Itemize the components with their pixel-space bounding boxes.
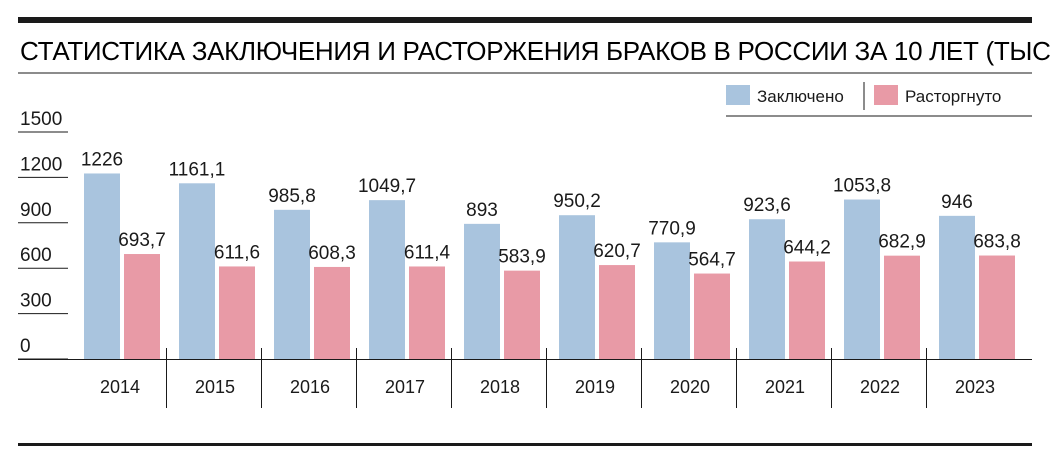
bar-divorced [599, 265, 635, 359]
x-tick-label: 2022 [860, 377, 900, 397]
x-tick-label: 2021 [765, 377, 805, 397]
bar-married [559, 215, 595, 359]
x-tick-label: 2014 [100, 377, 140, 397]
value-label-married: 923,6 [743, 195, 791, 216]
bar-married [939, 215, 975, 359]
y-tick-label: 1200 [20, 154, 62, 175]
value-label-married: 1161,1 [169, 159, 226, 180]
bar-married [844, 199, 880, 359]
value-labels: 1226 693,7 1161,1 611,6 985,8 608,3 1049,7 611,… [81, 149, 1021, 270]
bar-divorced [884, 255, 920, 359]
y-tick-label: 0 [20, 336, 31, 357]
value-label-married: 985,8 [268, 186, 316, 207]
bar-divorced [694, 273, 730, 359]
bar-married [654, 242, 690, 359]
y-tick-label: 600 [20, 245, 52, 266]
x-tick-label: 2019 [575, 377, 615, 397]
value-label-married: 1049,7 [358, 176, 416, 197]
legend-swatch-married [726, 85, 750, 105]
value-label-divorced: 611,6 [214, 242, 260, 263]
value-label-married: 946 [941, 192, 973, 213]
bar-divorced [504, 270, 540, 359]
value-label-divorced: 693,7 [118, 230, 166, 251]
value-label-married: 950,2 [553, 191, 601, 212]
value-label-divorced: 620,7 [593, 241, 641, 262]
value-label-divorced: 644,2 [783, 238, 831, 259]
bar-married [749, 219, 785, 359]
bottom-rule [18, 443, 1032, 446]
legend-label-married: Заключено [757, 87, 844, 106]
y-tick-label: 1500 [20, 109, 62, 130]
bars [84, 173, 1015, 359]
value-label-divorced: 683,8 [973, 232, 1021, 253]
y-tick-label: 900 [20, 200, 52, 221]
value-label-divorced: 583,9 [498, 247, 546, 268]
bar-married [274, 209, 310, 359]
value-label-divorced: 611,4 [404, 242, 451, 263]
bar-married [464, 223, 500, 359]
value-label-married: 1053,8 [833, 176, 891, 197]
value-label-divorced: 682,9 [878, 232, 926, 253]
x-tick-label: 2017 [385, 377, 425, 397]
x-tick-label: 2016 [290, 377, 330, 397]
bar-married [84, 173, 120, 359]
x-tick-label: 2023 [955, 377, 995, 397]
legend: Заключено Расторгнуто [726, 82, 1032, 117]
x-tick-label: 2020 [670, 377, 710, 397]
x-tick-label: 2018 [480, 377, 520, 397]
legend-swatch-divorced [874, 85, 898, 105]
top-rule [18, 17, 1032, 23]
bar-divorced [409, 266, 445, 359]
value-label-married: 893 [466, 200, 498, 221]
bar-divorced [789, 261, 825, 359]
value-label-divorced: 608,3 [308, 243, 356, 264]
bar-married [179, 183, 215, 359]
bar-divorced [124, 254, 160, 359]
bar-divorced [314, 266, 350, 359]
value-label-divorced: 564,7 [688, 250, 736, 271]
value-label-married: 770,9 [648, 218, 696, 239]
bar-married [369, 200, 405, 359]
bar-divorced [979, 255, 1015, 359]
value-label-married: 1226 [81, 149, 123, 170]
x-axis: 2014 2015 2016 2017 2018 2019 2020 2021 2022 2023 [18, 348, 1032, 408]
y-axis: 0 300 600 900 1200 1500 [18, 109, 68, 360]
y-tick-label: 300 [20, 291, 52, 312]
chart-title: СТАТИСТИКА ЗАКЛЮЧЕНИЯ И РАСТОРЖЕНИЯ БРАК… [20, 36, 1050, 66]
legend-label-divorced: Расторгнуто [905, 87, 1001, 106]
bar-divorced [219, 266, 255, 359]
x-tick-label: 2015 [195, 377, 235, 397]
